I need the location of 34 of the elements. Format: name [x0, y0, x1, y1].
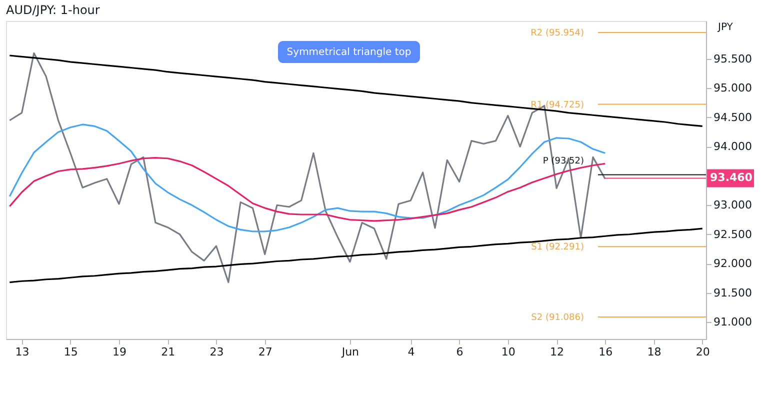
x-tick-label: 20: [696, 346, 710, 358]
y-tick-label: 91.000: [714, 316, 752, 329]
y-tick-label: 94.000: [714, 140, 752, 154]
x-tick-label: 18: [647, 346, 662, 358]
y-tick-label: 94.500: [714, 110, 752, 124]
ref-line-label: 93.460: [710, 171, 753, 184]
y-tick-label: 91.500: [714, 286, 752, 300]
x-tick-label: Jun: [340, 346, 360, 358]
y-tick-label: 92.000: [714, 257, 752, 270]
annotation: Symmetrical triangle top: [286, 47, 412, 58]
x-tick-label: 23: [210, 346, 224, 358]
y-axis-title: JPY: [717, 22, 734, 33]
x-tick-label: 13: [15, 346, 30, 358]
y-tick-label: 93.000: [714, 198, 752, 212]
x-tick-label: 27: [258, 346, 272, 358]
ref-line-label: R2 (95.954): [530, 28, 584, 38]
y-tick-label: 95.000: [714, 82, 752, 95]
x-tick-label: 19: [112, 346, 127, 358]
x-tick-label: 6: [456, 346, 464, 358]
ref-line-label: R1 (94.725): [530, 100, 584, 110]
ref-line-label: S1 (92.291): [531, 242, 584, 253]
line-series: [8, 156, 606, 222]
line-series: [8, 228, 704, 284]
x-tick-label: 12: [550, 346, 564, 358]
y-tick-label: 95.500: [714, 52, 752, 66]
ref-line-label: S2 (91.086): [531, 313, 584, 324]
x-tick-label: 21: [161, 346, 176, 358]
x-tick-label: 10: [501, 346, 516, 358]
line-series: [8, 124, 606, 232]
chart-title: AUD/JPY: 1-hour: [6, 3, 100, 17]
y-tick-label: 92.500: [714, 228, 752, 241]
x-tick-label: 16: [598, 346, 613, 358]
x-tick-label: 4: [408, 346, 415, 358]
x-tick-label: 15: [64, 346, 78, 358]
